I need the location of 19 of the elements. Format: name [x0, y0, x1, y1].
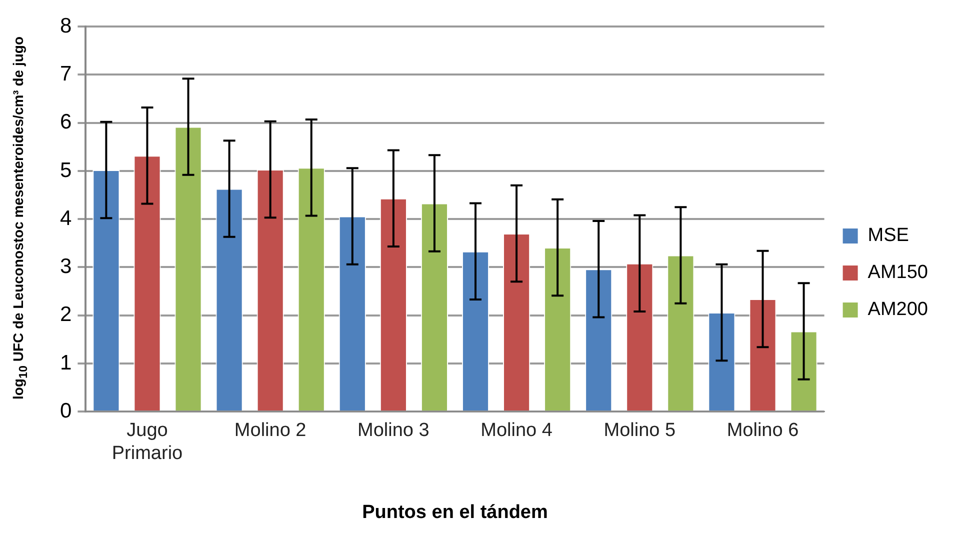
- y-tick-label: 3: [60, 255, 72, 278]
- y-tick-label: 5: [60, 158, 72, 182]
- y-tick-label: 8: [60, 14, 72, 38]
- x-tick-label: Molino 3: [358, 420, 430, 442]
- legend-label: AM150: [868, 262, 928, 284]
- x-tick-label: Molino 2: [234, 420, 306, 442]
- x-tick-label: Molino 6: [726, 420, 799, 442]
- y-tick-label: 6: [60, 110, 72, 134]
- x-axis-title: Puntos en el tándem: [362, 502, 548, 523]
- legend-label: AM200: [868, 299, 928, 320]
- y-tick-label: 2: [60, 303, 72, 326]
- y-tick-label: 7: [60, 62, 72, 86]
- y-tick-label: 0: [60, 399, 72, 422]
- x-tick-label: Molino 5: [604, 420, 676, 442]
- legend-label: MSE: [868, 225, 909, 246]
- x-tick-label: Molino 4: [480, 420, 553, 442]
- y-tick-label: 1: [60, 351, 72, 374]
- y-tick-label: 4: [60, 206, 72, 230]
- x-tick-label: Jugo Primario: [112, 420, 183, 464]
